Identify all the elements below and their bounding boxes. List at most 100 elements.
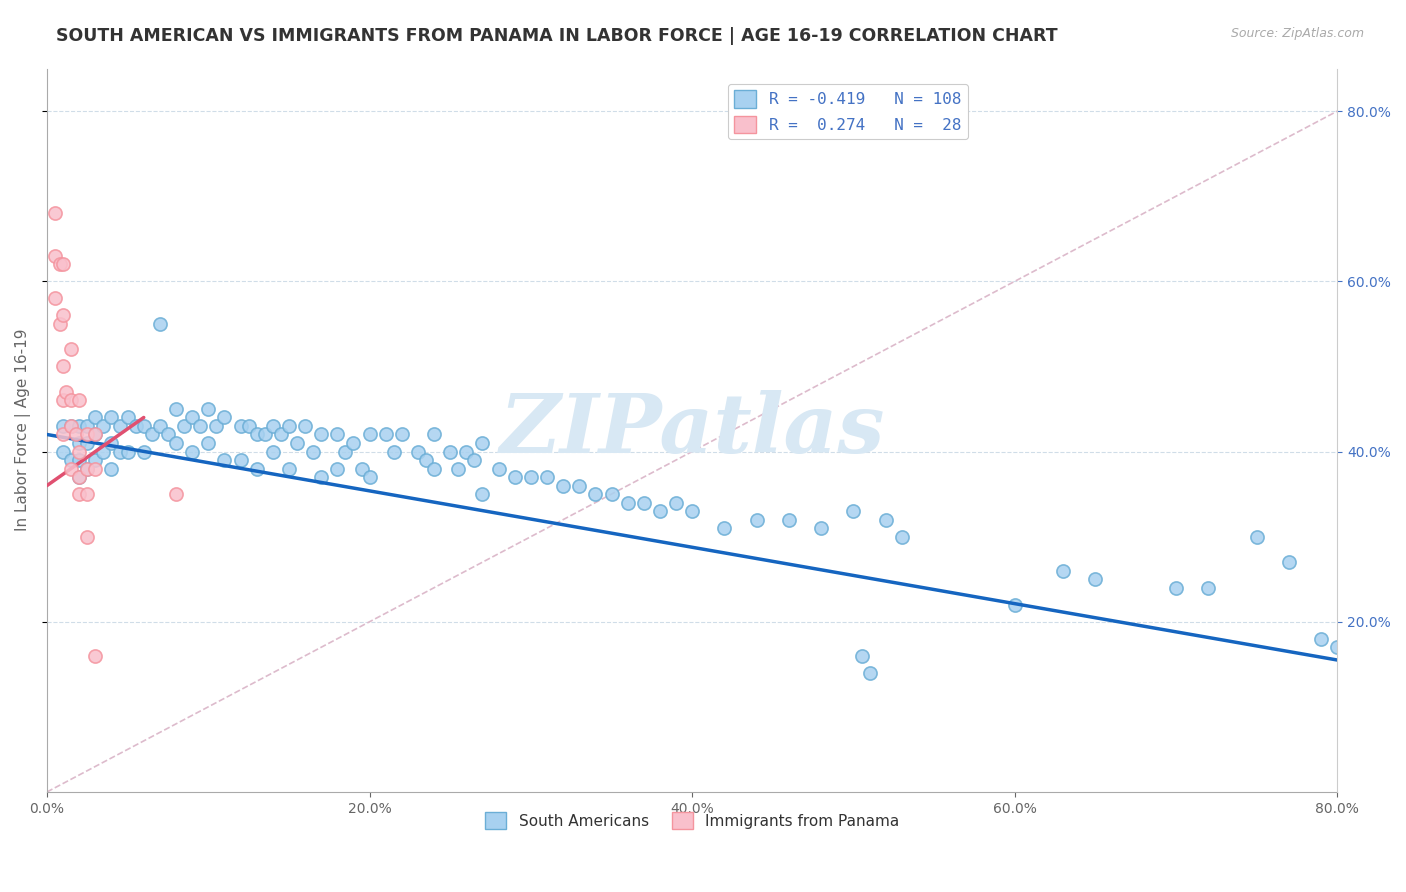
Text: ZIPatlas: ZIPatlas <box>499 390 884 470</box>
Point <box>93 444 115 458</box>
Point <box>181 444 204 458</box>
Point <box>309 427 332 442</box>
Point <box>681 504 703 518</box>
Point <box>520 470 543 484</box>
Point <box>84 461 107 475</box>
Point <box>359 470 381 484</box>
Point <box>583 487 606 501</box>
Point <box>456 444 478 458</box>
Point <box>67 393 90 408</box>
Point <box>488 461 510 475</box>
Legend: South Americans, Immigrants from Panama: South Americans, Immigrants from Panama <box>479 806 905 835</box>
Point <box>76 487 98 501</box>
Point <box>108 419 131 434</box>
Point <box>214 453 236 467</box>
Point <box>648 504 671 518</box>
Point <box>262 444 284 458</box>
Point <box>568 478 591 492</box>
Point <box>359 427 381 442</box>
Point <box>60 343 83 357</box>
Point <box>76 461 98 475</box>
Point <box>342 436 364 450</box>
Point <box>842 504 865 518</box>
Point <box>246 427 269 442</box>
Point <box>108 444 131 458</box>
Point <box>423 427 446 442</box>
Point <box>1246 530 1268 544</box>
Point <box>44 291 66 305</box>
Point <box>60 461 83 475</box>
Point <box>536 470 558 484</box>
Point <box>439 444 461 458</box>
Point <box>778 513 800 527</box>
Point <box>84 427 107 442</box>
Point <box>350 461 373 475</box>
Point <box>100 436 122 450</box>
Y-axis label: In Labor Force | Age 16-19: In Labor Force | Age 16-19 <box>15 329 31 532</box>
Point <box>851 648 873 663</box>
Point <box>141 427 163 442</box>
Point <box>374 427 396 442</box>
Point <box>1197 581 1219 595</box>
Point <box>44 249 66 263</box>
Point <box>326 427 349 442</box>
Point <box>60 393 83 408</box>
Point <box>117 444 139 458</box>
Point <box>52 444 75 458</box>
Point <box>49 257 72 271</box>
Point <box>52 419 75 434</box>
Point <box>100 410 122 425</box>
Point <box>52 359 75 374</box>
Point <box>173 419 195 434</box>
Point <box>76 461 98 475</box>
Point <box>132 444 155 458</box>
Point <box>214 410 236 425</box>
Point <box>149 419 172 434</box>
Point <box>67 419 90 434</box>
Point <box>382 444 405 458</box>
Point <box>93 419 115 434</box>
Point <box>415 453 437 467</box>
Point <box>52 309 75 323</box>
Point <box>132 419 155 434</box>
Point <box>67 444 90 458</box>
Point <box>447 461 470 475</box>
Point <box>471 436 494 450</box>
Point <box>197 436 219 450</box>
Point <box>1278 555 1301 569</box>
Point <box>238 419 260 434</box>
Point <box>65 427 87 442</box>
Point <box>60 419 83 434</box>
Point <box>1310 632 1333 646</box>
Point <box>229 453 252 467</box>
Point <box>285 436 308 450</box>
Point <box>205 419 228 434</box>
Point <box>67 436 90 450</box>
Point <box>67 487 90 501</box>
Point <box>76 419 98 434</box>
Point <box>294 419 316 434</box>
Point <box>553 478 575 492</box>
Point <box>149 317 172 331</box>
Point <box>335 444 357 458</box>
Point <box>463 453 485 467</box>
Point <box>246 461 269 475</box>
Point <box>67 470 90 484</box>
Point <box>76 427 98 442</box>
Point <box>60 453 83 467</box>
Point <box>391 427 413 442</box>
Text: SOUTH AMERICAN VS IMMIGRANTS FROM PANAMA IN LABOR FORCE | AGE 16-19 CORRELATION : SOUTH AMERICAN VS IMMIGRANTS FROM PANAMA… <box>56 27 1057 45</box>
Point <box>125 419 148 434</box>
Point <box>197 401 219 416</box>
Point <box>253 427 276 442</box>
Point <box>100 461 122 475</box>
Point <box>52 393 75 408</box>
Text: Source: ZipAtlas.com: Source: ZipAtlas.com <box>1230 27 1364 40</box>
Point <box>52 257 75 271</box>
Point <box>326 461 349 475</box>
Point <box>859 665 882 680</box>
Point <box>1052 564 1074 578</box>
Point <box>229 419 252 434</box>
Point <box>67 453 90 467</box>
Point <box>1326 640 1348 655</box>
